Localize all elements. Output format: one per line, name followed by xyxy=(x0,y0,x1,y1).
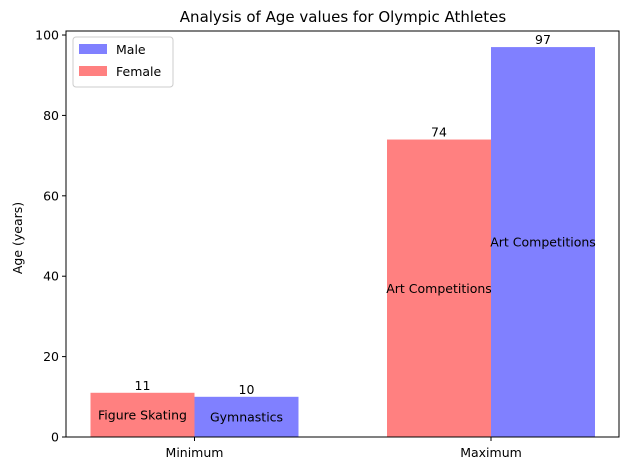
y-tick-label: 80 xyxy=(43,108,59,123)
x-tick-label: Minimum xyxy=(166,445,224,460)
bar-sport-label: Art Competitions xyxy=(386,281,492,296)
value-label: 97 xyxy=(535,32,551,47)
value-label: 10 xyxy=(239,382,255,397)
plot-area: 11 Figure Skating 74 Art Competitions 10 Gymn… xyxy=(35,28,620,460)
legend: Male Female xyxy=(72,36,174,88)
y-tick-label: 60 xyxy=(43,188,59,203)
value-label: 11 xyxy=(135,378,151,393)
legend-label-female: Female xyxy=(116,64,162,79)
y-tick-label: 20 xyxy=(43,349,59,364)
y-axis-label: Age (years) xyxy=(10,202,25,274)
legend-swatch-male xyxy=(79,44,107,54)
bar-sport-label: Figure Skating xyxy=(98,407,187,422)
bar-male-minimum xyxy=(194,396,299,437)
bar-sport-label: Gymnastics xyxy=(210,409,283,424)
chart-title: Analysis of Age values for Olympic Athle… xyxy=(180,8,507,26)
x-tick-label: Maximum xyxy=(460,445,522,460)
y-tick-label: 100 xyxy=(35,28,59,43)
bar-female-maximum xyxy=(387,139,491,437)
bar-sport-label: Art Competitions xyxy=(490,235,596,250)
legend-swatch-female xyxy=(79,66,107,76)
bar-male-maximum xyxy=(491,47,595,437)
value-label: 74 xyxy=(431,125,447,140)
plot-frame xyxy=(65,30,620,438)
y-tick-label: 0 xyxy=(51,430,59,445)
legend-label-male: Male xyxy=(116,42,146,57)
bar-female-minimum xyxy=(90,392,195,437)
y-tick-label: 40 xyxy=(43,269,59,284)
